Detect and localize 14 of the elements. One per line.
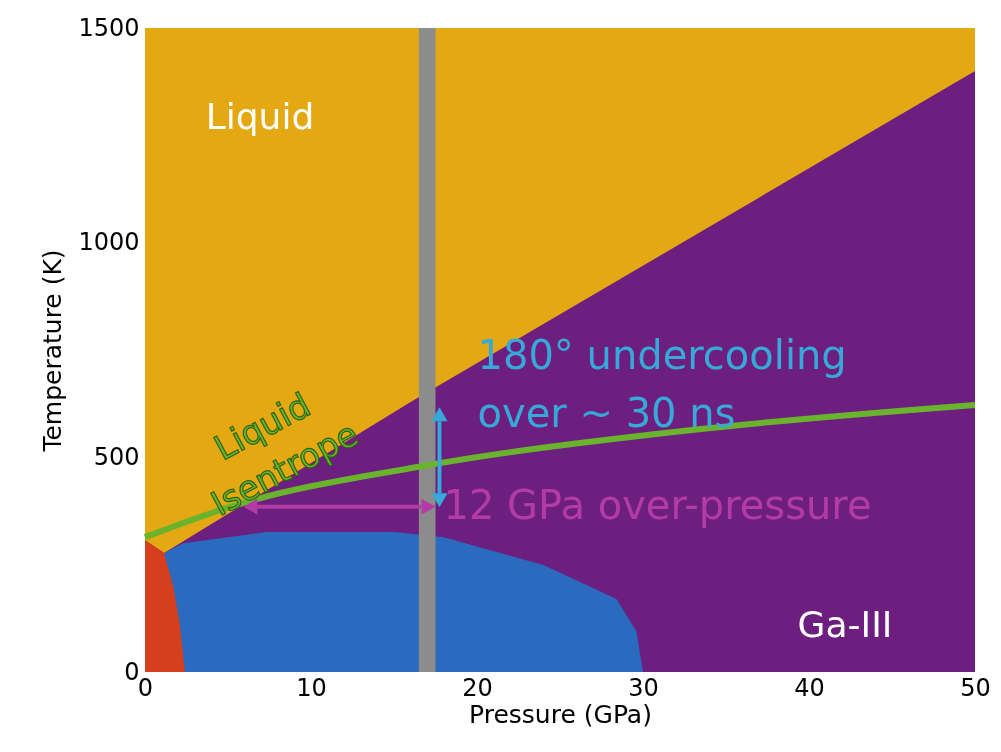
y-tick-label: 500 [93,442,140,471]
y-axis-title: Temperature (K) [38,249,68,453]
x-tick-label: 50 [960,673,991,702]
x-tick-label: 20 [462,673,493,702]
band-label: Liquid [205,96,315,137]
annotation: 12 GPa over-pressure [443,481,872,528]
series-label: Ga-III [797,604,893,645]
x-axis-title: Pressure (GPa) [469,699,652,729]
x-tick-label: 10 [296,673,327,702]
x-tick-label: 30 [628,673,659,702]
y-tick-label: 1000 [78,228,140,257]
y-tick-label: 1500 [78,13,140,42]
x-tick-label: 40 [794,673,825,702]
annotation: 180° undercooling over ~ 30 ns [477,332,847,437]
